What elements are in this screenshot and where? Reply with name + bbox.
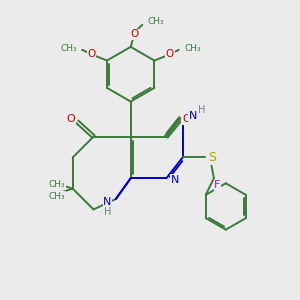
Text: O: O xyxy=(166,49,174,59)
Text: H: H xyxy=(104,206,111,217)
Text: O: O xyxy=(67,114,76,124)
Text: O: O xyxy=(182,114,190,124)
Text: S: S xyxy=(208,151,216,164)
Text: O: O xyxy=(130,29,138,39)
Text: F: F xyxy=(214,180,221,190)
Text: N: N xyxy=(189,111,197,121)
Text: CH₃: CH₃ xyxy=(60,44,77,52)
Text: N: N xyxy=(171,175,179,185)
Text: CH₃: CH₃ xyxy=(49,192,66,201)
Text: CH₃: CH₃ xyxy=(49,180,66,189)
Text: CH₃: CH₃ xyxy=(184,44,201,52)
Text: H: H xyxy=(198,105,206,115)
Text: N: N xyxy=(103,197,112,207)
Text: O: O xyxy=(87,49,96,59)
Text: CH₃: CH₃ xyxy=(148,17,164,26)
